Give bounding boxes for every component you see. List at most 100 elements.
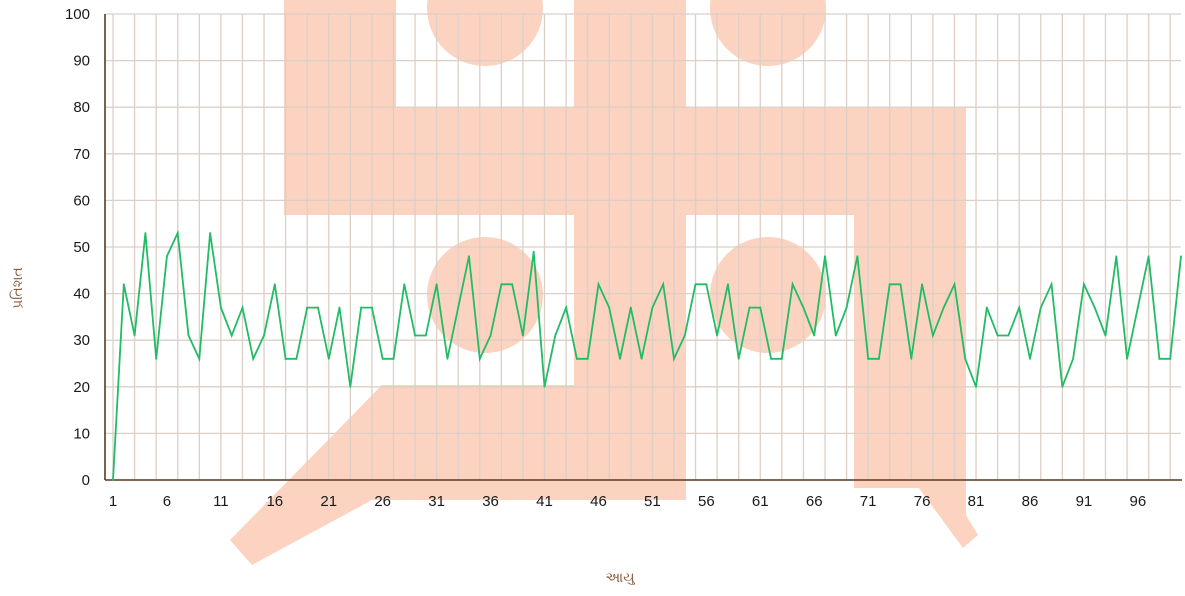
data-point — [565, 306, 567, 309]
data-point — [640, 357, 643, 360]
x-tick-label: 71 — [860, 493, 877, 510]
data-point — [1180, 255, 1182, 258]
data-point — [586, 357, 589, 360]
data-point — [500, 283, 503, 286]
data-point — [392, 357, 395, 360]
data-point — [575, 357, 578, 360]
data-point — [985, 306, 988, 309]
data-point — [1050, 283, 1053, 286]
series-line — [112, 229, 1182, 481]
data-point — [219, 306, 222, 309]
data-point — [975, 385, 977, 388]
data-point — [241, 306, 244, 309]
data-point — [791, 283, 794, 286]
data-point — [662, 283, 665, 286]
data-point — [813, 334, 816, 337]
data-point — [381, 357, 384, 360]
data-point — [511, 283, 514, 286]
data-point — [133, 334, 136, 337]
data-point — [489, 334, 492, 337]
data-point — [1169, 357, 1172, 360]
data-point — [878, 357, 880, 360]
data-point — [824, 255, 826, 258]
x-tick-label: 91 — [1076, 493, 1093, 510]
data-point — [1147, 255, 1150, 258]
data-point — [737, 357, 740, 360]
data-point — [953, 283, 956, 286]
x-tick-label: 81 — [968, 493, 985, 510]
data-point — [295, 357, 298, 360]
data-point — [166, 255, 168, 258]
data-point — [673, 357, 675, 360]
data-point — [349, 385, 352, 388]
data-point — [198, 357, 201, 360]
y-tick-label: 40 — [73, 286, 90, 303]
data-point — [317, 306, 319, 309]
x-tick-label: 96 — [1130, 493, 1147, 510]
data-point — [899, 283, 902, 286]
x-tick-label: 41 — [536, 493, 553, 510]
data-point — [122, 283, 125, 286]
data-point — [931, 334, 934, 337]
y-tick-label: 20 — [73, 379, 90, 396]
x-tick-label: 26 — [374, 493, 391, 510]
data-point — [1029, 357, 1031, 360]
x-tick-label: 16 — [266, 493, 283, 510]
data-point — [867, 357, 870, 360]
x-tick-label: 31 — [428, 493, 445, 510]
data-point — [360, 306, 363, 309]
data-point — [716, 334, 719, 337]
data-point — [1115, 255, 1118, 258]
data-point — [263, 334, 265, 337]
data-point — [910, 357, 913, 360]
x-tick-label: 66 — [806, 493, 823, 510]
data-point — [1039, 306, 1042, 309]
data-point — [1158, 357, 1161, 360]
data-point — [888, 283, 891, 286]
data-point — [608, 306, 611, 309]
data-point — [1083, 283, 1085, 286]
x-axis-title: આયુ — [605, 570, 635, 586]
data-point — [619, 357, 621, 360]
data-point — [964, 357, 967, 360]
data-point — [1007, 334, 1010, 337]
data-point — [144, 232, 147, 234]
x-tick-label: 61 — [752, 493, 769, 510]
data-point — [112, 479, 114, 481]
data-point — [230, 334, 233, 337]
data-point — [597, 283, 600, 286]
y-tick-label: 0 — [82, 472, 90, 489]
y-tick-label: 60 — [73, 192, 90, 209]
data-point — [468, 255, 470, 258]
data-point — [457, 306, 460, 309]
data-point — [996, 334, 999, 337]
data-point — [371, 306, 373, 309]
data-point — [1072, 357, 1075, 360]
data-point — [683, 334, 686, 337]
data-point — [629, 306, 632, 309]
y-tick-label: 10 — [73, 425, 90, 442]
y-tick-label: 90 — [73, 53, 90, 70]
data-point — [306, 306, 309, 309]
x-tick-label: 1 — [109, 493, 117, 510]
data-point — [942, 306, 945, 309]
data-point — [522, 334, 524, 337]
data-point — [543, 385, 546, 388]
y-axis-ticks: 0 10 20 30 40 50 60 70 80 90 100 — [65, 6, 90, 489]
data-point — [435, 283, 438, 286]
data-point — [414, 334, 416, 337]
data-point — [155, 357, 158, 360]
data-point — [1126, 357, 1128, 360]
x-tick-label: 21 — [320, 493, 337, 510]
data-point — [554, 334, 557, 337]
x-tick-label: 76 — [914, 493, 931, 510]
y-tick-label: 50 — [73, 239, 90, 256]
x-tick-label: 11 — [213, 493, 229, 510]
data-point — [727, 283, 729, 286]
data-point — [921, 283, 923, 286]
x-tick-label: 36 — [482, 493, 499, 510]
data-point — [770, 357, 772, 360]
data-point — [1136, 306, 1139, 309]
data-point — [187, 334, 190, 337]
